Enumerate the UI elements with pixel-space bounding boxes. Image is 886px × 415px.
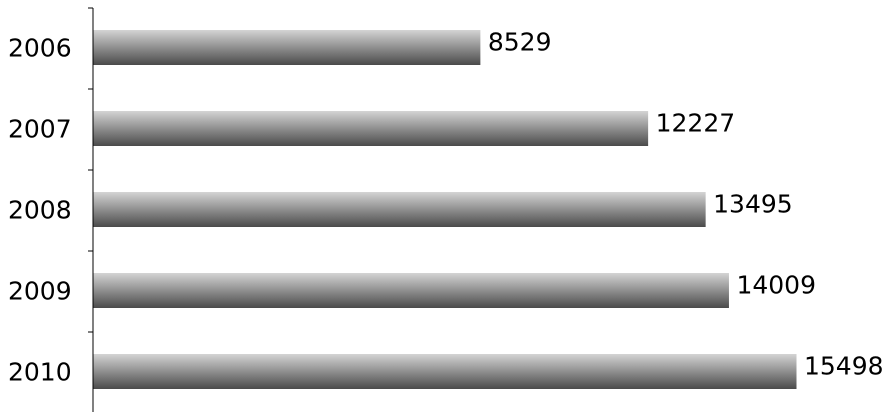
bar-2008 [93,192,706,227]
data-label: 15498 [804,352,884,381]
data-label: 12227 [656,109,736,138]
y-tick-labels: 2006 2007 2008 2009 2010 [8,34,72,387]
bar-2007 [93,111,649,146]
y-tick-label: 2007 [8,115,72,144]
bars [93,30,797,389]
y-axis [88,7,94,412]
y-tick-label: 2006 [8,34,72,63]
y-tick-label: 2008 [8,196,72,225]
data-labels: 8529 12227 13495 14009 15498 [488,28,884,381]
y-tick-label: 2010 [8,358,72,387]
data-label: 8529 [488,28,552,57]
y-tick-label: 2009 [8,277,72,306]
bar-2006 [93,30,481,65]
bar-2009 [93,273,729,308]
bar-2010 [93,354,797,389]
data-label: 13495 [713,190,793,219]
data-label: 14009 [736,271,816,300]
